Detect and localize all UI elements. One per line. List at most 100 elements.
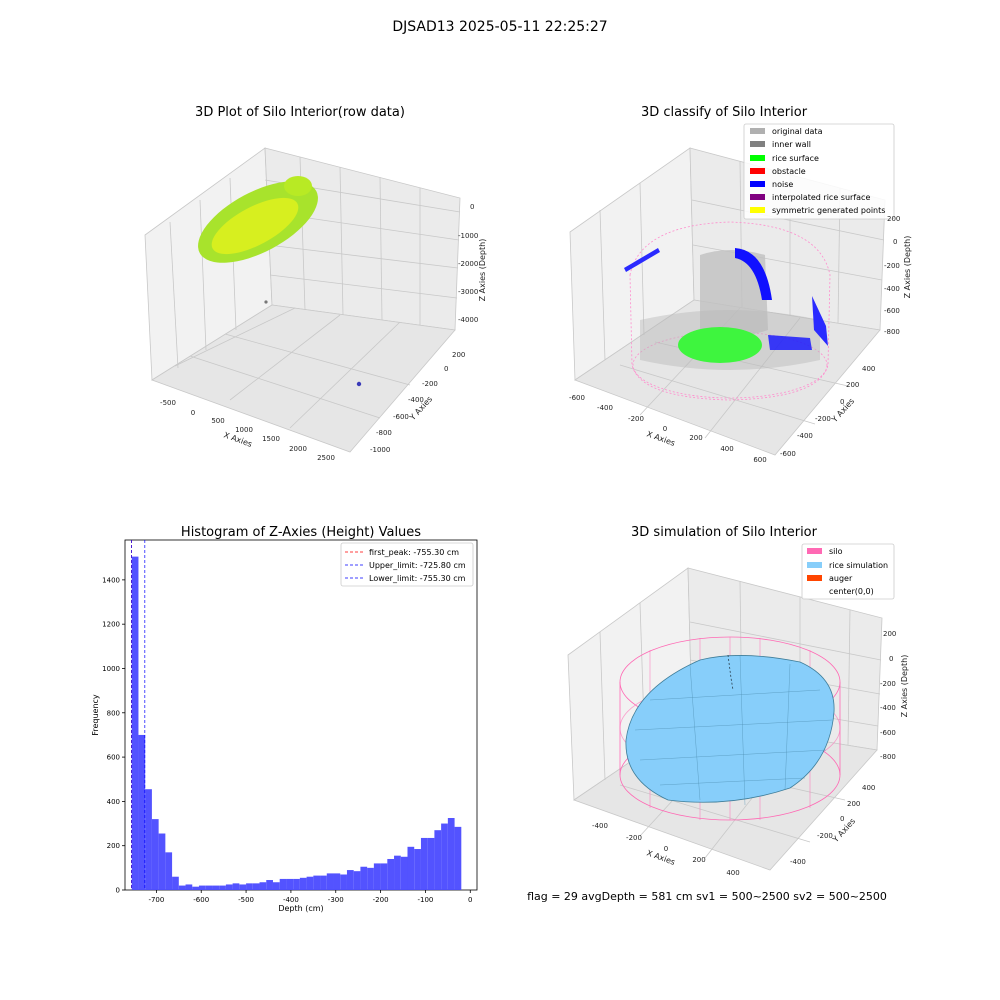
histogram-bar	[172, 876, 179, 890]
x-tick-label: 200	[692, 856, 705, 864]
histogram-bar	[158, 833, 166, 890]
grid-line	[619, 784, 811, 843]
grid-line	[267, 244, 459, 269]
x-tick-label: 2000	[289, 445, 307, 453]
z-tick-label: 0	[889, 655, 893, 663]
histogram-bar	[454, 826, 462, 890]
raw-point	[356, 381, 362, 387]
x-tick-label: -600	[569, 394, 585, 402]
histogram-bar	[246, 883, 253, 890]
panel-title: Histogram of Z-Axies (Height) Values	[181, 525, 421, 540]
histogram-bar	[407, 846, 415, 890]
noise-points	[624, 248, 660, 272]
noise-points	[768, 335, 812, 350]
histogram-bar	[387, 858, 395, 890]
legend-swatch	[750, 181, 765, 187]
figure-title: DJSAD13 2025-05-11 22:25:27	[392, 19, 607, 35]
panel-title: 3D Plot of Silo Interior(row data)	[195, 105, 405, 120]
axes-3d	[144, 147, 461, 453]
z-tick-label: -400	[884, 285, 900, 293]
grid-line	[269, 274, 458, 299]
status-footer: flag = 29 avgDepth = 581 cm sv1 = 500~25…	[527, 890, 887, 903]
x-tick-label: -400	[283, 896, 299, 904]
rice-simulation-mesh	[634, 654, 833, 806]
histogram-bar	[239, 884, 247, 890]
z-tick-label: -200	[884, 262, 900, 270]
y-tick-label: 400	[862, 365, 875, 373]
z-tick-label: 0	[893, 238, 897, 246]
z-tick-label: 200	[883, 630, 896, 638]
y-tick-label: -200	[817, 832, 833, 840]
point-cloud	[624, 221, 831, 401]
histogram-bar	[441, 823, 448, 890]
legend-entry: noise	[772, 180, 793, 189]
y-tick-label: 600	[107, 754, 120, 762]
histogram-bar	[165, 852, 173, 890]
x-tick-label: 0	[663, 425, 667, 433]
legend: silo rice simulation auger center(0,0)	[801, 543, 895, 600]
legend-frame	[801, 543, 895, 600]
tick-labels: -500 0 500 1000 1500 2000 2500 -1000 -80…	[160, 203, 478, 462]
noise-points	[812, 296, 828, 346]
z-tick-label: 200	[887, 215, 900, 223]
panel-title: 3D classify of Silo Interior	[641, 105, 808, 120]
grid-line	[174, 307, 296, 367]
legend-entry: rice simulation	[829, 561, 888, 570]
legend-entry: first_peak: -755.30 cm	[369, 548, 459, 557]
z-axis-label: Z Axies (Depth)	[478, 239, 487, 302]
x-tick-label: -100	[417, 896, 433, 904]
x-axis-label: X Axies	[645, 429, 676, 448]
histogram-bar	[353, 871, 361, 890]
y-tick-label: 1400	[102, 576, 120, 584]
y-tick-label: 0	[840, 398, 844, 406]
grid-line	[599, 209, 606, 361]
x-tick-label: -400	[597, 404, 613, 412]
histogram-bar	[293, 878, 300, 890]
histogram-bar	[205, 885, 213, 890]
legend-swatch	[750, 141, 765, 147]
x-tick-label: 500	[211, 417, 224, 425]
panel-simulation: 3D simulation of Silo Interior	[567, 525, 909, 877]
legend-entry: center(0,0)	[829, 587, 874, 596]
histogram-bar	[420, 837, 428, 890]
inner-wall-points	[700, 250, 768, 336]
x-tick-label: -700	[148, 896, 164, 904]
legend-entry: interpolated rice surface	[772, 193, 870, 202]
silo-outline	[629, 221, 831, 401]
histogram-bar	[212, 885, 220, 890]
histogram-bar	[131, 556, 139, 890]
x-tick-label: 600	[753, 456, 766, 464]
histogram-bar	[266, 880, 273, 890]
legend-entry: Upper_limit: -725.80 cm	[369, 561, 466, 570]
y-tick-label: 400	[862, 784, 875, 792]
histogram-bar	[333, 873, 341, 890]
legend-entry: auger	[829, 574, 853, 583]
grid-line	[379, 176, 383, 321]
grid-line	[289, 321, 401, 429]
histogram-bar	[286, 878, 294, 890]
histogram-bar	[313, 875, 321, 890]
histogram-bar	[414, 849, 421, 890]
x-tick-label: 2500	[317, 454, 335, 462]
grid-line	[689, 621, 882, 661]
rice-surface-points	[678, 327, 762, 363]
y-tick-label: -200	[815, 415, 831, 423]
x-tick-label: -200	[626, 834, 642, 842]
histogram-bar	[340, 874, 347, 890]
reference-lines	[131, 540, 146, 890]
histogram-bar	[279, 878, 287, 890]
grid-line	[224, 333, 411, 386]
y-tick-label: -600	[393, 413, 409, 421]
histogram-bar	[447, 818, 455, 890]
y-tick-label: -600	[780, 450, 796, 458]
legend-swatch	[750, 155, 765, 161]
raw-point	[264, 300, 268, 304]
z-tick-label: -800	[880, 753, 896, 761]
y-tick-label: 0	[116, 887, 120, 895]
x-tick-label: -200	[373, 896, 389, 904]
legend-swatch	[807, 548, 822, 554]
histogram-bar	[252, 883, 260, 890]
legend-swatch	[750, 128, 765, 134]
x-tick-label: 200	[689, 434, 702, 442]
z-axis-label: Z Axies (Depth)	[903, 236, 912, 299]
